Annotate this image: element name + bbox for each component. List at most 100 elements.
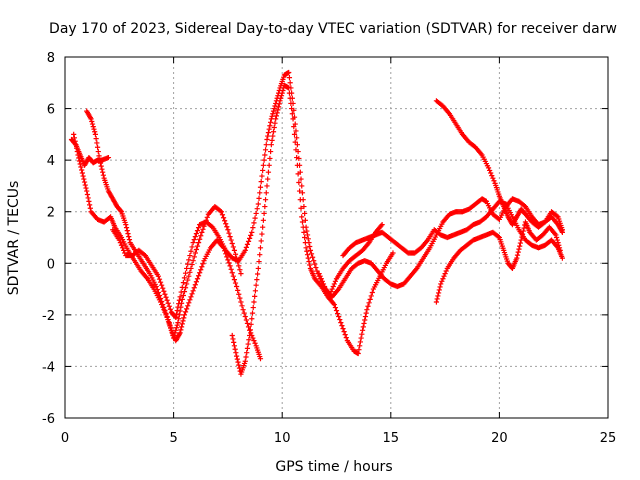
- data-point: [184, 265, 190, 272]
- data-point: [164, 297, 170, 303]
- data-point: [189, 261, 195, 268]
- data-point: [235, 359, 241, 365]
- data-point: [443, 268, 449, 274]
- data-point: [252, 340, 258, 346]
- data-point: [76, 155, 82, 161]
- data-point: [238, 299, 244, 305]
- data-point: [554, 237, 560, 243]
- data-point: [495, 234, 501, 240]
- data-point: [237, 267, 243, 273]
- data-point: [367, 296, 373, 302]
- data-point: [165, 316, 171, 323]
- data-point: [278, 93, 285, 99]
- data-point: [233, 283, 240, 290]
- data-point: [269, 113, 275, 119]
- data-point: [100, 172, 106, 178]
- data-point: [97, 160, 104, 166]
- data-point: [339, 323, 345, 329]
- data-point: [98, 163, 104, 169]
- data-point: [85, 195, 91, 201]
- data-point: [304, 252, 311, 258]
- data-point: [176, 312, 182, 318]
- data-point: [296, 179, 302, 186]
- data-point: [192, 250, 198, 256]
- data-point: [521, 225, 527, 231]
- data-point: [357, 339, 363, 345]
- data-point: [559, 255, 565, 261]
- data-point: [176, 301, 182, 307]
- chart-title: Day 170 of 2023, Sidereal Day-to-day VTE…: [49, 21, 617, 37]
- data-point: [266, 126, 272, 132]
- data-point: [260, 224, 266, 230]
- data-point: [178, 327, 184, 333]
- data-point: [174, 307, 180, 314]
- data-point: [163, 294, 169, 300]
- data-point: [247, 327, 253, 333]
- data-point: [229, 270, 235, 276]
- data-point: [316, 271, 322, 277]
- data-point: [231, 247, 238, 253]
- data-point: [286, 90, 293, 96]
- data-point: [556, 242, 562, 248]
- data-point: [119, 245, 126, 251]
- data-point: [258, 238, 264, 244]
- data-point: [195, 240, 202, 246]
- series-track-7: [340, 198, 565, 261]
- data-point: [249, 310, 256, 316]
- data-point: [267, 123, 273, 129]
- data-point: [258, 179, 264, 185]
- data-point: [164, 313, 170, 320]
- data-point: [299, 214, 305, 220]
- data-point: [252, 215, 258, 221]
- y-tick-label: 4: [47, 154, 55, 169]
- data-point: [230, 244, 236, 250]
- data-point: [440, 276, 446, 282]
- data-point: [236, 263, 242, 269]
- data-point: [242, 358, 248, 364]
- data-point: [156, 276, 163, 282]
- data-point: [250, 335, 256, 341]
- data-point: [226, 260, 232, 266]
- data-point: [254, 271, 261, 277]
- data-point: [191, 254, 197, 260]
- data-point: [78, 164, 84, 170]
- data-point: [252, 288, 259, 294]
- data-point: [517, 240, 523, 246]
- series-track-3: [84, 108, 244, 341]
- data-point: [82, 182, 88, 188]
- data-point: [271, 124, 277, 131]
- y-tick-label: 2: [47, 206, 55, 221]
- data-point: [123, 222, 129, 228]
- data-point: [223, 221, 229, 227]
- data-point: [118, 208, 124, 214]
- data-point: [226, 230, 232, 236]
- data-point: [190, 240, 196, 246]
- data-point: [173, 325, 180, 331]
- data-point: [514, 252, 521, 258]
- y-axis-label: SDTVAR / TECUs: [6, 181, 22, 296]
- data-point: [200, 261, 206, 267]
- data-point: [239, 303, 245, 309]
- data-point: [321, 283, 328, 290]
- data-point: [302, 210, 308, 217]
- data-point: [333, 307, 340, 314]
- data-point: [245, 324, 252, 330]
- data-point: [263, 142, 269, 148]
- data-point: [243, 317, 249, 323]
- data-point: [251, 338, 257, 344]
- data-point: [245, 341, 251, 347]
- data-point: [229, 332, 235, 339]
- data-point: [441, 273, 447, 279]
- data-point: [257, 252, 263, 258]
- data-point: [557, 247, 563, 253]
- data-series: [68, 69, 565, 377]
- data-point: [173, 314, 179, 321]
- data-point: [173, 327, 179, 333]
- data-point: [289, 111, 295, 117]
- data-point: [181, 275, 188, 281]
- data-point: [187, 252, 193, 259]
- data-point: [72, 138, 78, 144]
- data-point: [261, 157, 267, 163]
- data-point: [159, 298, 165, 305]
- data-point: [307, 247, 314, 253]
